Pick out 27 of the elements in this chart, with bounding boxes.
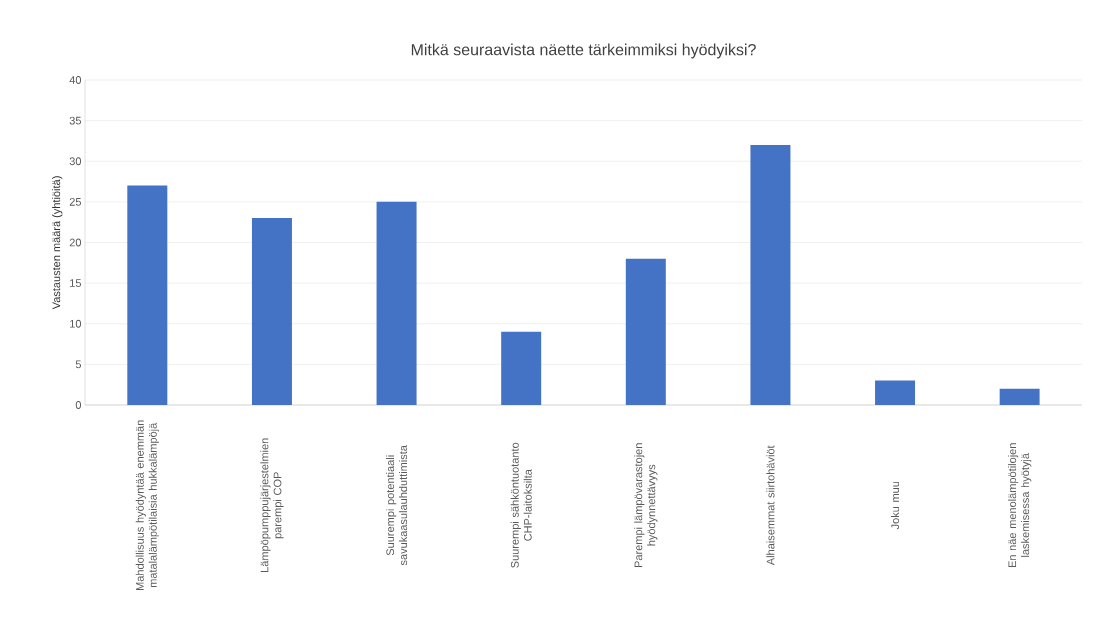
y-tick-label: 40 [69, 76, 82, 84]
bar [999, 388, 1040, 405]
bar [750, 144, 791, 405]
x-tick-label: Suurempi sähköntuotanto CHP-laitoksilta [510, 442, 532, 568]
bar [127, 185, 168, 405]
y-tick-label: 30 [69, 157, 82, 166]
y-tick-label: 5 [75, 360, 81, 369]
bar [376, 201, 417, 405]
x-tick-label: Lämpöpumppujärjestelmien parempi COP [260, 438, 284, 572]
x-tick-label: En näe menolämpötilojen laskemisessa hyötyjä [1008, 443, 1032, 568]
x-tick-label: Joku muu [891, 481, 900, 530]
bar [251, 218, 292, 405]
bar [875, 380, 916, 405]
y-tick-label: 35 [69, 116, 81, 125]
bar [625, 258, 666, 405]
y-axis-title: Vastausten määrä (yhtiöitä) [52, 176, 63, 310]
x-tick-label: Alhaisemmat siirtohäviöt [766, 445, 775, 566]
y-tick-label: 0 [75, 401, 82, 409]
chart-title: Mitkä seuraavista näette tärkeimmiksi hyödyiksi? [411, 43, 756, 59]
x-tick-label: Mahdollisuus hyödyntää enemmän matalalämpötilaisia hukkalämpöjä [135, 420, 159, 590]
bar [501, 331, 542, 405]
y-tick-label: 15 [70, 279, 81, 287]
x-tick-label: Parempi lämpövarastojen hyödynnettävyys [634, 443, 658, 568]
x-tick-label: Suurempi potentiaali savukaasulauhduttimista [386, 445, 408, 566]
y-tick-label: 10 [70, 319, 82, 328]
y-tick-label: 25 [69, 197, 81, 206]
y-tick-label: 20 [69, 238, 82, 247]
